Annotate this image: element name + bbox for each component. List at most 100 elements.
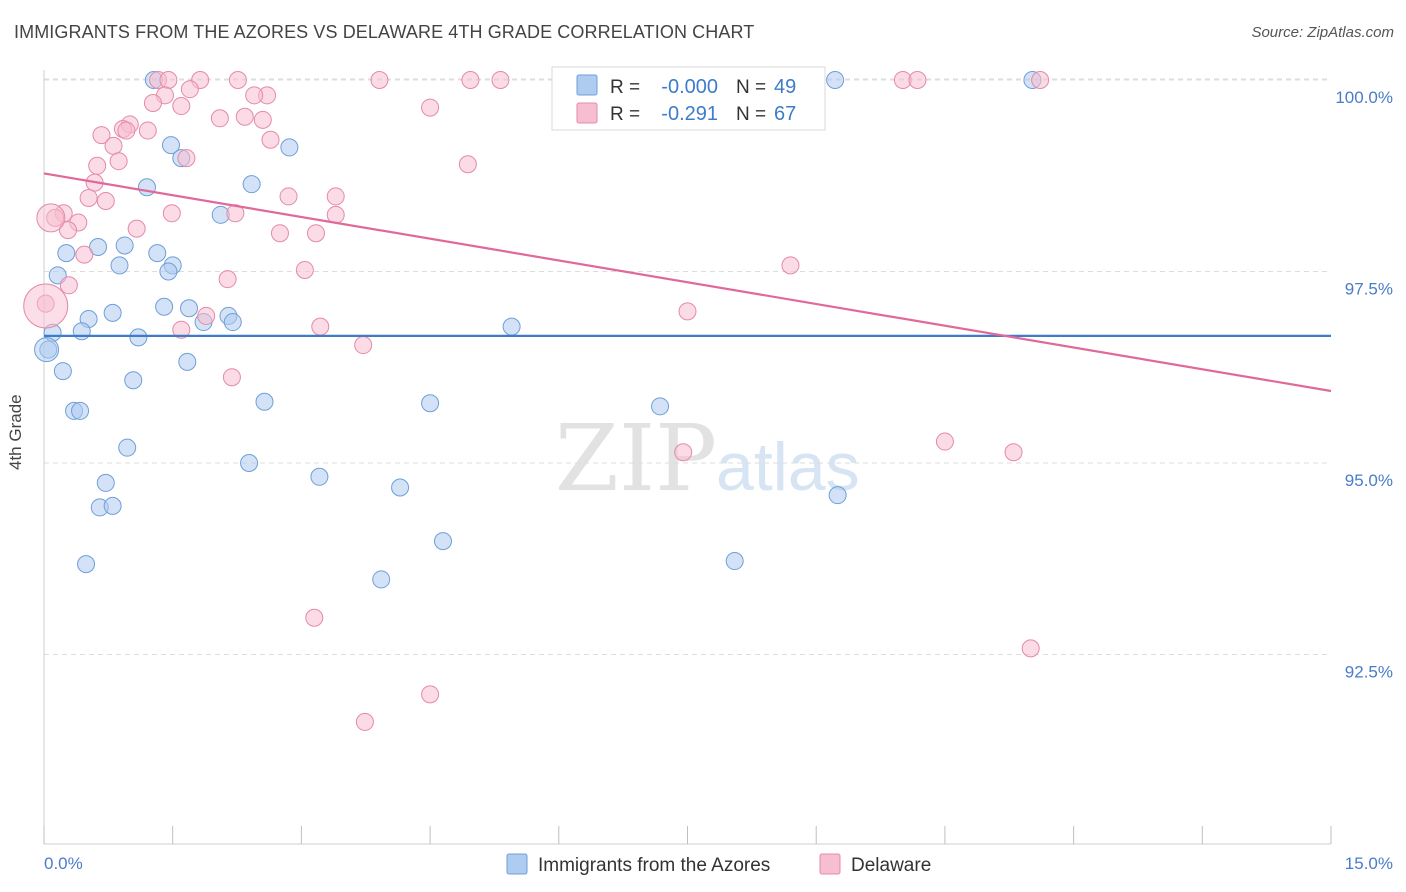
azores-point: [57, 244, 76, 263]
bottom-legend-swatch-delaware: [819, 853, 841, 875]
legend-r-label-delaware: R =: [610, 104, 640, 125]
azores-point: [240, 454, 259, 472]
delaware-point: [935, 432, 954, 451]
delaware-point: [253, 110, 272, 129]
azores-point: [651, 397, 670, 416]
azores-point: [255, 392, 274, 411]
y-tick-label: 97.5%: [1345, 280, 1393, 299]
delaware-point: [1004, 443, 1023, 462]
bottom-legend-swatch-azores: [506, 853, 528, 875]
legend-n-label-delaware: N =: [736, 104, 766, 125]
azores-point: [89, 237, 108, 256]
azores-point: [223, 313, 242, 332]
trend-line-delaware: [43, 172, 1332, 393]
delaware-point: [36, 203, 66, 233]
delaware-point: [222, 368, 241, 387]
source-credit: Source: ZipAtlas.com: [1251, 24, 1394, 41]
delaware-point: [75, 245, 94, 264]
azores-point: [115, 236, 134, 255]
delaware-point: [172, 97, 191, 116]
legend-n-label-azores: N =: [736, 77, 766, 98]
trend-lines: [43, 172, 1332, 393]
delaware-point: [270, 224, 289, 243]
azores-point: [77, 555, 96, 574]
delaware-point: [23, 283, 69, 329]
y-tick-label: 92.5%: [1345, 663, 1393, 682]
x-ticks: [43, 826, 1332, 844]
azores-point: [433, 532, 452, 551]
delaware-point: [491, 71, 510, 89]
delaware-point: [180, 80, 199, 99]
azores-point: [826, 71, 845, 89]
delaware-point: [355, 712, 374, 731]
x-tick-label-min: 0.0%: [44, 854, 83, 873]
delaware-point: [59, 276, 78, 295]
azores-point: [159, 262, 178, 281]
delaware-point: [235, 107, 254, 126]
legend-r-value-delaware: -0.291: [661, 103, 718, 125]
delaware-point: [88, 156, 107, 175]
y-tick-label: 100.0%: [1335, 88, 1393, 107]
delaware-point: [109, 152, 128, 171]
legend-r-label-azores: R =: [610, 77, 640, 98]
delaware-point: [781, 256, 800, 275]
bottom-legend: Immigrants from the Azores Delaware: [506, 853, 931, 876]
stats-legend: R = -0.000 N = 49 R = -0.291 N = 67: [551, 66, 826, 131]
azores-point: [103, 496, 122, 515]
gridlines: [44, 78, 1331, 655]
bottom-legend-label-azores: Immigrants from the Azores: [538, 855, 770, 876]
delaware-point: [138, 121, 157, 140]
legend-r-value-azores: -0.000: [661, 76, 718, 98]
chart-title: IMMIGRANTS FROM THE AZORES VS DELAWARE 4…: [14, 22, 755, 42]
azores-point: [502, 317, 521, 336]
delaware-point: [678, 302, 697, 321]
y-tick-label: 95.0%: [1345, 471, 1393, 490]
delaware-point: [311, 317, 330, 336]
delaware-point: [370, 71, 389, 89]
azores-point: [372, 570, 391, 589]
delaware-point: [354, 336, 373, 355]
delaware-point: [458, 155, 477, 174]
azores-point: [129, 328, 148, 347]
azores-point: [34, 337, 60, 363]
delaware-point: [218, 270, 237, 289]
bottom-legend-label-delaware: Delaware: [851, 855, 931, 876]
delaware-point: [104, 136, 123, 155]
series-delaware-points: [23, 71, 1050, 731]
azores-point: [110, 256, 129, 275]
delaware-point: [908, 71, 927, 89]
azores-point: [72, 322, 91, 341]
legend-swatch-azores: [576, 74, 598, 96]
delaware-point: [197, 306, 216, 325]
azores-point: [391, 478, 410, 497]
delaware-point: [92, 126, 111, 145]
azores-point: [96, 473, 115, 492]
azores-point: [155, 297, 174, 316]
delaware-point: [295, 260, 314, 279]
delaware-point: [674, 443, 693, 462]
delaware-point: [306, 224, 325, 243]
delaware-point: [421, 98, 440, 117]
azores-point: [725, 552, 744, 571]
azores-point: [421, 394, 440, 413]
delaware-point: [245, 86, 264, 105]
azores-point: [148, 244, 167, 263]
delaware-point: [326, 187, 345, 206]
legend-swatch-delaware: [576, 102, 598, 124]
delaware-point: [1021, 639, 1040, 658]
delaware-point: [1031, 71, 1050, 89]
legend-n-value-delaware: 67: [774, 103, 796, 125]
delaware-point: [79, 188, 98, 207]
delaware-point: [143, 93, 162, 112]
delaware-point: [261, 130, 280, 149]
delaware-point: [96, 192, 115, 211]
delaware-point: [127, 219, 146, 238]
azores-point: [280, 138, 299, 157]
azores-point: [124, 371, 143, 390]
y-tick-labels: 92.5% 95.0% 97.5% 100.0%: [1335, 88, 1393, 682]
delaware-point: [162, 204, 181, 223]
azores-point: [118, 438, 137, 457]
azores-point: [53, 362, 72, 381]
azores-point: [71, 401, 90, 420]
